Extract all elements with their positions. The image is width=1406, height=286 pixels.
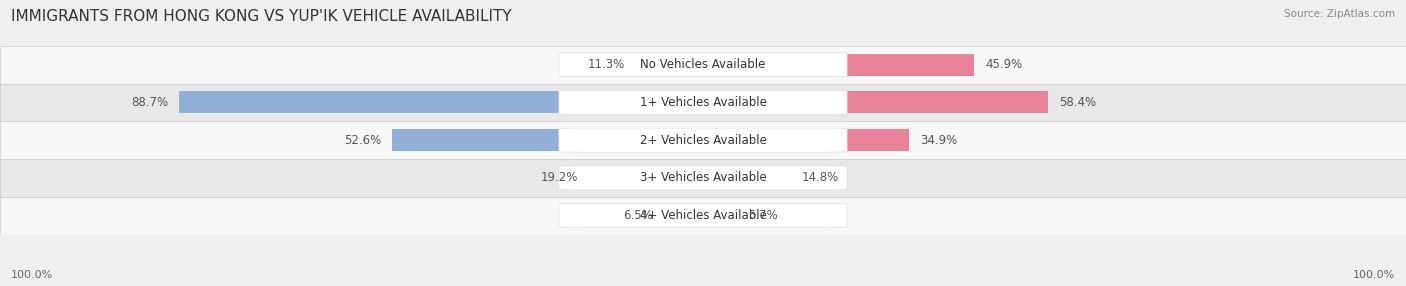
FancyBboxPatch shape: [560, 53, 846, 77]
Text: 1+ Vehicles Available: 1+ Vehicles Available: [640, 96, 766, 109]
FancyBboxPatch shape: [703, 167, 790, 189]
Text: 58.4%: 58.4%: [1059, 96, 1097, 109]
Text: 52.6%: 52.6%: [344, 134, 381, 147]
Text: No Vehicles Available: No Vehicles Available: [640, 58, 766, 71]
FancyBboxPatch shape: [589, 167, 703, 189]
FancyBboxPatch shape: [703, 129, 910, 151]
Text: 5.7%: 5.7%: [748, 209, 778, 222]
FancyBboxPatch shape: [179, 92, 703, 113]
FancyBboxPatch shape: [703, 205, 737, 227]
Text: 34.9%: 34.9%: [921, 134, 957, 147]
FancyBboxPatch shape: [703, 54, 974, 76]
FancyBboxPatch shape: [560, 204, 846, 228]
Text: 2+ Vehicles Available: 2+ Vehicles Available: [640, 134, 766, 147]
FancyBboxPatch shape: [703, 92, 1047, 113]
FancyBboxPatch shape: [665, 205, 703, 227]
Text: 100.0%: 100.0%: [11, 270, 53, 280]
Text: 100.0%: 100.0%: [1353, 270, 1395, 280]
Text: 19.2%: 19.2%: [541, 171, 578, 184]
Text: IMMIGRANTS FROM HONG KONG VS YUP'IK VEHICLE AVAILABILITY: IMMIGRANTS FROM HONG KONG VS YUP'IK VEHI…: [11, 9, 512, 23]
FancyBboxPatch shape: [0, 121, 1406, 159]
FancyBboxPatch shape: [392, 129, 703, 151]
FancyBboxPatch shape: [560, 90, 846, 114]
Text: 88.7%: 88.7%: [131, 96, 167, 109]
Text: 6.5%: 6.5%: [624, 209, 654, 222]
Text: 11.3%: 11.3%: [588, 58, 626, 71]
FancyBboxPatch shape: [0, 84, 1406, 121]
FancyBboxPatch shape: [560, 166, 846, 190]
Text: 3+ Vehicles Available: 3+ Vehicles Available: [640, 171, 766, 184]
Text: 14.8%: 14.8%: [801, 171, 839, 184]
FancyBboxPatch shape: [637, 54, 703, 76]
FancyBboxPatch shape: [0, 159, 1406, 197]
Text: 4+ Vehicles Available: 4+ Vehicles Available: [640, 209, 766, 222]
FancyBboxPatch shape: [0, 46, 1406, 84]
FancyBboxPatch shape: [0, 197, 1406, 235]
Text: Source: ZipAtlas.com: Source: ZipAtlas.com: [1284, 9, 1395, 19]
FancyBboxPatch shape: [560, 128, 846, 152]
Text: 45.9%: 45.9%: [986, 58, 1022, 71]
